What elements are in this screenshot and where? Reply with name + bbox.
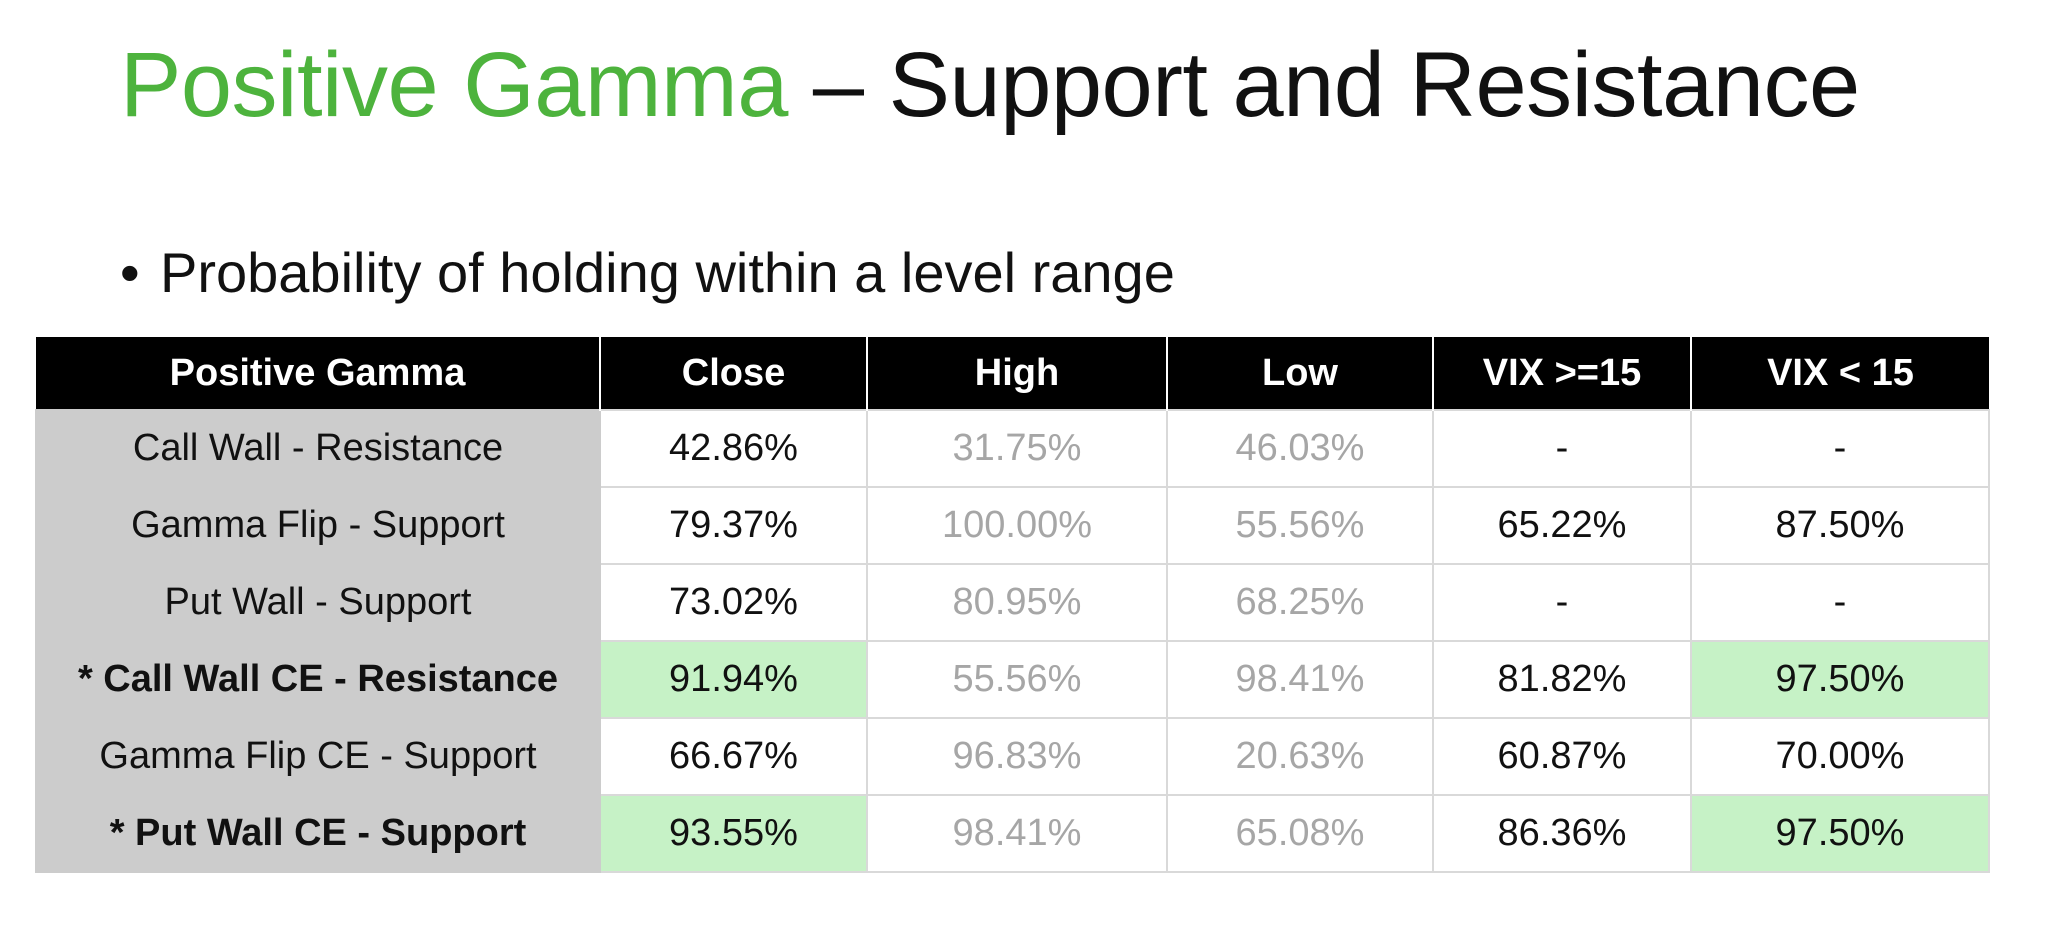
cell-vix-ge-15: 86.36% [1432,794,1692,873]
cell-vix-ge-15: - [1432,563,1692,642]
cell-low: 65.08% [1166,794,1434,873]
cell-vix-ge-15: 81.82% [1432,640,1692,719]
cell-vix-lt-15: 70.00% [1690,717,1990,796]
table-row: Gamma Flip CE - Support 66.67% 96.83% 20… [35,717,1990,796]
cell-vix-lt-15: - [1690,563,1990,642]
row-label: Call Wall - Resistance [35,409,601,488]
cell-vix-lt-15: - [1690,409,1990,488]
cell-close: 93.55% [599,794,868,873]
header-low: Low [1167,337,1434,410]
slide-title: Positive Gamma – Support and Resistance [120,30,1860,140]
cell-high: 100.00% [866,486,1168,565]
row-label: Gamma Flip - Support [35,486,601,565]
cell-vix-ge-15: 60.87% [1432,717,1692,796]
cell-vix-lt-15: 87.50% [1690,486,1990,565]
row-label: Put Wall - Support [35,563,601,642]
cell-close: 66.67% [599,717,868,796]
cell-low: 46.03% [1166,409,1434,488]
cell-close: 79.37% [599,486,868,565]
table-row: Call Wall - Resistance 42.86% 31.75% 46.… [35,409,1990,488]
row-label: * Call Wall CE - Resistance [35,640,601,719]
header-high: High [867,337,1168,410]
cell-low: 55.56% [1166,486,1434,565]
cell-low: 98.41% [1166,640,1434,719]
table-header-row: Positive Gamma Close High Low VIX >=15 V… [36,337,1989,410]
table-row: Put Wall - Support 73.02% 80.95% 68.25% … [35,563,1990,642]
table-row: * Put Wall CE - Support 93.55% 98.41% 65… [35,794,1990,873]
title-rest: – Support and Resistance [787,34,1860,136]
header-positive-gamma: Positive Gamma [36,337,601,410]
cell-close: 73.02% [599,563,868,642]
cell-vix-ge-15: 65.22% [1432,486,1692,565]
bullet-point: • Probability of holding within a level r… [120,238,1175,308]
cell-high: 80.95% [866,563,1168,642]
table-row: Gamma Flip - Support 79.37% 100.00% 55.5… [35,486,1990,565]
header-vix-lt-15: VIX < 15 [1691,337,1989,410]
cell-low: 20.63% [1166,717,1434,796]
title-highlight: Positive Gamma [120,34,788,136]
cell-vix-ge-15: - [1432,409,1692,488]
cell-close: 91.94% [599,640,868,719]
bullet-text: Probability of holding within a level ra… [160,241,1175,304]
bullet-icon: • [120,241,140,304]
cell-high: 31.75% [866,409,1168,488]
cell-high: 98.41% [866,794,1168,873]
cell-vix-lt-15: 97.50% [1690,640,1990,719]
cell-close: 42.86% [599,409,868,488]
probability-table: Positive Gamma Close High Low VIX >=15 V… [35,337,1990,873]
header-close: Close [600,337,868,410]
cell-high: 96.83% [866,717,1168,796]
cell-vix-lt-15: 97.50% [1690,794,1990,873]
header-vix-ge-15: VIX >=15 [1433,337,1692,410]
row-label: * Put Wall CE - Support [35,794,601,873]
table-row: * Call Wall CE - Resistance 91.94% 55.56… [35,640,1990,719]
cell-low: 68.25% [1166,563,1434,642]
row-label: Gamma Flip CE - Support [35,717,601,796]
cell-high: 55.56% [866,640,1168,719]
